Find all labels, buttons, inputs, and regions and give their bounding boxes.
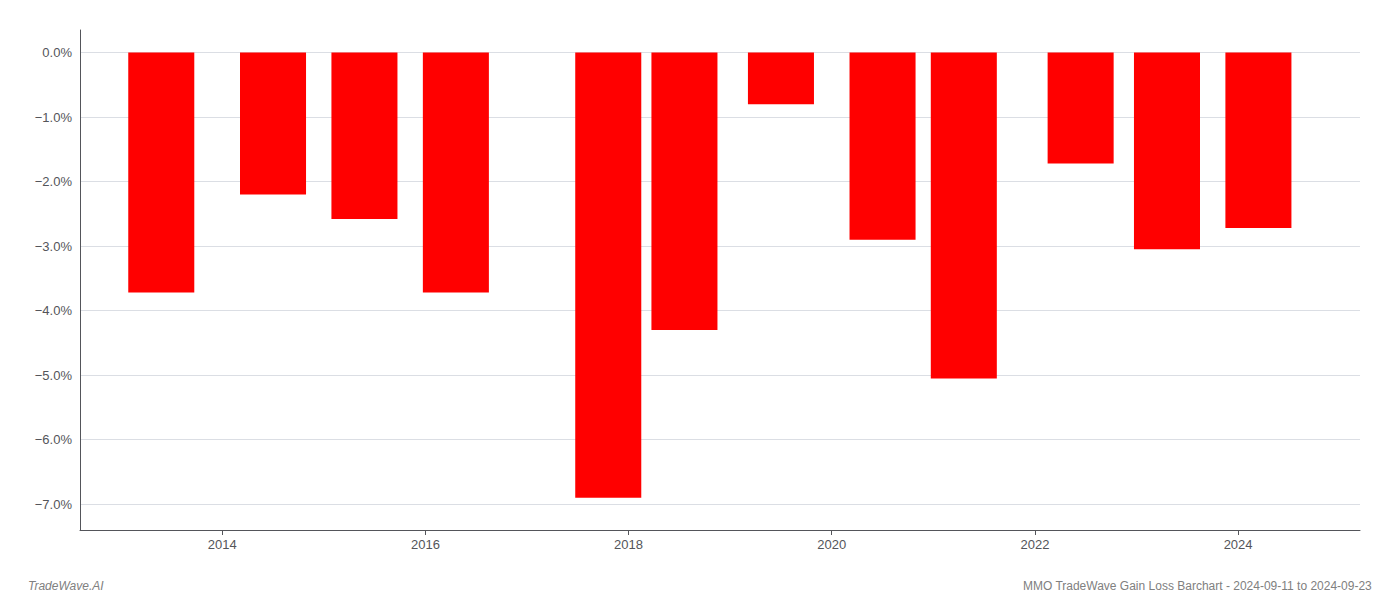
svg-text:2014: 2014: [208, 537, 237, 552]
svg-text:TradeWave.AI: TradeWave.AI: [28, 579, 104, 593]
svg-text:2022: 2022: [1020, 537, 1049, 552]
svg-text:2024: 2024: [1224, 537, 1253, 552]
svg-text:−4.0%: −4.0%: [35, 303, 73, 318]
svg-text:2020: 2020: [817, 537, 846, 552]
svg-text:−7.0%: −7.0%: [35, 497, 73, 512]
svg-text:2016: 2016: [411, 537, 440, 552]
svg-text:−3.0%: −3.0%: [35, 239, 73, 254]
svg-text:0.0%: 0.0%: [42, 45, 72, 60]
svg-text:−2.0%: −2.0%: [35, 174, 73, 189]
svg-text:−5.0%: −5.0%: [35, 368, 73, 383]
svg-text:−1.0%: −1.0%: [35, 110, 73, 125]
svg-text:2018: 2018: [614, 537, 643, 552]
svg-text:−6.0%: −6.0%: [35, 432, 73, 447]
svg-text:MMO TradeWave Gain Loss Barcha: MMO TradeWave Gain Loss Barchart - 2024-…: [1023, 579, 1372, 593]
